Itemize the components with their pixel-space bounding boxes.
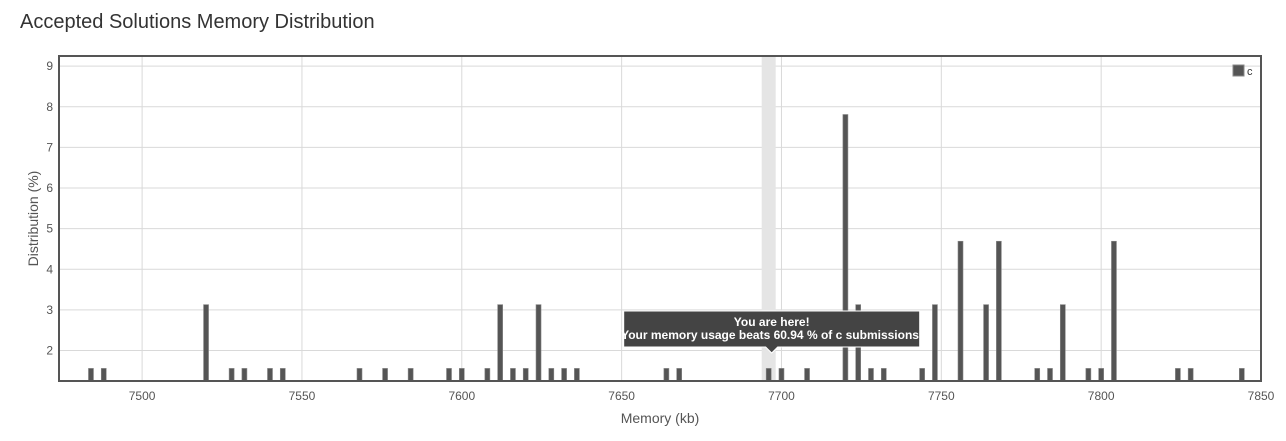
y-tick-label: 6	[46, 181, 53, 195]
y-tick-label: 7	[46, 140, 53, 154]
y-axis-ticks: 2 3 4 5 6 7 8 9	[46, 59, 53, 357]
x-tick-label: 7850	[1248, 389, 1275, 403]
bar[interactable]	[407, 368, 414, 382]
bar[interactable]	[804, 368, 810, 382]
bar[interactable]	[356, 368, 363, 382]
bar[interactable]	[228, 368, 235, 382]
legend-swatch-c	[1232, 64, 1245, 77]
bar-series-c	[88, 114, 1245, 382]
bar[interactable]	[1098, 368, 1104, 382]
bar[interactable]	[880, 368, 887, 382]
y-tick-label: 9	[46, 59, 53, 73]
plot-frame	[58, 55, 1262, 382]
bar[interactable]	[279, 368, 286, 382]
bar[interactable]	[522, 368, 529, 382]
bar[interactable]	[241, 368, 248, 382]
x-tick-label: 7700	[768, 389, 795, 403]
bar[interactable]	[446, 368, 452, 382]
chart-title: Accepted Solutions Memory Distribution	[20, 11, 375, 33]
legend[interactable]: c	[1232, 64, 1253, 78]
bar[interactable]	[561, 368, 567, 382]
bar[interactable]	[765, 368, 772, 382]
tooltip-line1: You are here!	[734, 315, 810, 329]
bar[interactable]	[382, 368, 388, 382]
x-axis-label: Memory (kb)	[621, 410, 700, 426]
tooltip-box	[623, 310, 921, 354]
bar[interactable]	[676, 368, 682, 382]
bar[interactable]	[497, 304, 503, 382]
bar[interactable]	[1059, 304, 1066, 382]
bar[interactable]	[1239, 368, 1245, 382]
x-tick-label: 7600	[448, 389, 475, 403]
tooltip: You are here! Your memory usage beats 60…	[621, 310, 922, 354]
bar[interactable]	[1085, 368, 1092, 382]
y-tick-label: 3	[46, 303, 53, 317]
bar[interactable]	[1047, 368, 1053, 382]
bar[interactable]	[100, 368, 107, 382]
bar[interactable]	[548, 368, 555, 382]
bar[interactable]	[484, 368, 491, 382]
bar[interactable]	[919, 368, 925, 382]
bar[interactable]	[510, 368, 516, 382]
grid-lines	[59, 56, 1262, 381]
bar[interactable]	[957, 240, 964, 382]
y-tick-label: 5	[46, 222, 53, 236]
bar[interactable]	[932, 304, 938, 382]
bar[interactable]	[868, 368, 874, 382]
y-tick-label: 4	[46, 262, 53, 276]
x-tick-label: 7800	[1088, 389, 1115, 403]
bar[interactable]	[267, 368, 273, 382]
y-axis-label: Distribution (%)	[25, 171, 41, 267]
bar[interactable]	[1111, 240, 1117, 382]
x-tick-label: 7650	[608, 389, 635, 403]
legend-label-c: c	[1247, 66, 1253, 78]
current-submission-highlight	[761, 56, 776, 381]
x-tick-label: 7550	[289, 389, 316, 403]
y-tick-label: 8	[46, 100, 53, 114]
bar[interactable]	[983, 304, 989, 382]
bar[interactable]	[1034, 368, 1041, 382]
bar[interactable]	[535, 304, 542, 382]
bar[interactable]	[778, 368, 785, 382]
bar[interactable]	[88, 368, 94, 382]
bar[interactable]	[574, 368, 580, 382]
x-tick-label: 7750	[928, 389, 955, 403]
bar[interactable]	[663, 368, 670, 382]
bar[interactable]	[203, 304, 209, 382]
x-tick-label: 7500	[129, 389, 156, 403]
highlight-band	[761, 56, 776, 381]
x-axis-ticks: 7500 7550 7600 7650 7700 7750 7800 7850	[129, 389, 1275, 403]
tooltip-line2: Your memory usage beats 60.94 % of c sub…	[621, 328, 922, 342]
bar[interactable]	[1175, 368, 1181, 382]
bar[interactable]	[996, 240, 1002, 382]
bar[interactable]	[458, 368, 465, 382]
y-tick-label: 2	[46, 344, 53, 358]
bar[interactable]	[1187, 368, 1194, 382]
